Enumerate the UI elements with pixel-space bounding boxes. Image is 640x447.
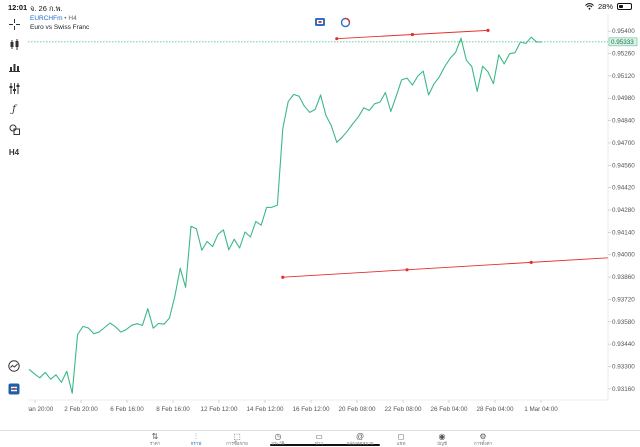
price-chart[interactable]: 0.95400 0.95260 0.95120 0.94980 0.94840 0.947… xyxy=(28,14,640,430)
tab-chart[interactable]: ⫶ กราฟ xyxy=(176,432,216,447)
bottom-tab-bar: ⇅ ราคา ⫶ กราฟ ⬚ การซื้อขาย ◷ ประวัติ ▭ ข่าว @ กล่อง… xyxy=(0,430,640,447)
y-tick-label: 0.93720 xyxy=(612,296,635,303)
tab-news[interactable]: ▭ ข่าว xyxy=(299,432,339,447)
x-tick-label: 22 Feb 08:00 xyxy=(384,406,422,413)
x-tick-label: 31 Jan 20:00 xyxy=(28,406,54,413)
home-indicator xyxy=(270,444,380,446)
crosshair-icon[interactable] xyxy=(6,16,22,32)
left-toolbar: ƒ H4 xyxy=(0,14,28,434)
y-tick-label: 0.93860 xyxy=(612,274,635,281)
symbol-name[interactable]: EURCHFm xyxy=(30,15,63,22)
trendline-anchor[interactable] xyxy=(410,32,414,37)
y-tick-label: 0.94840 xyxy=(612,118,635,125)
tab-label: บัญชี xyxy=(437,441,447,446)
status-time: 12:01 xyxy=(8,3,28,12)
tab-label: การตั้งค่า xyxy=(473,441,493,446)
tab-label: การซื้อขาย xyxy=(226,441,248,446)
status-bar: 12:01 จ. 26 ก.พ. 28% xyxy=(0,0,640,14)
x-tick-label: 12 Feb 12:00 xyxy=(200,406,238,413)
tab-label: กราฟ xyxy=(190,441,202,446)
trendline-anchor[interactable] xyxy=(335,37,339,41)
y-tick-label: 0.94280 xyxy=(612,207,635,214)
tab-label: ข่าว xyxy=(314,441,324,446)
y-tick-label: 0.93580 xyxy=(612,319,635,326)
status-indicators: 28% xyxy=(585,2,632,11)
objects-icon[interactable] xyxy=(6,121,22,137)
y-tick-label: 0.93160 xyxy=(612,386,635,393)
y-tick-label: 0.95400 xyxy=(612,28,635,35)
symbol-timeframe: H4 xyxy=(68,15,77,22)
settings-icon: ⚙ xyxy=(479,432,487,441)
y-tick-label: 0.94980 xyxy=(612,95,635,102)
x-tick-label: 26 Feb 04:00 xyxy=(430,406,468,413)
x-tick-label: 2 Feb 20:00 xyxy=(64,406,98,413)
y-tick-label: 0.94560 xyxy=(612,162,635,169)
x-tick-label: 20 Feb 08:00 xyxy=(338,406,376,413)
x-tick-label: 8 Feb 16:00 xyxy=(156,406,190,413)
trendline[interactable] xyxy=(282,257,609,278)
tab-trade[interactable]: ⬚ การซื้อขาย xyxy=(217,432,257,447)
y-tick-label: 0.93300 xyxy=(612,363,635,370)
one-click-trading-icon[interactable] xyxy=(315,18,325,26)
function-icon[interactable]: ƒ xyxy=(12,103,16,115)
tab-label: กล่องจดหมาย xyxy=(346,441,374,446)
timeframe-button[interactable]: H4 xyxy=(8,147,20,157)
tab-label: แชท xyxy=(396,441,406,446)
chat-icon: ◻ xyxy=(397,432,405,441)
y-tick-label: 0.93440 xyxy=(612,341,635,348)
tab-label: ประวัติ xyxy=(271,441,285,446)
chart-icon: ⫶ xyxy=(195,432,197,441)
tab-account[interactable]: ◉ บัญชี xyxy=(422,432,462,447)
symbol-separator: • xyxy=(62,15,69,22)
account-icon: ◉ xyxy=(438,432,446,441)
indicators-icon[interactable] xyxy=(6,58,22,74)
broker-logo-icon[interactable] xyxy=(6,381,22,397)
current-price-label: 0.95333 xyxy=(611,39,634,46)
x-tick-label: 1 Mar 04:00 xyxy=(524,406,558,413)
trendline-anchor[interactable] xyxy=(529,260,533,264)
x-tick-label: 16 Feb 12:00 xyxy=(292,406,330,413)
price-series-line xyxy=(28,36,542,394)
mailbox-icon: @ xyxy=(355,432,365,441)
y-tick-label: 0.94420 xyxy=(612,185,635,192)
quotes-icon: ⇅ xyxy=(151,432,159,441)
chart-settings-icon[interactable] xyxy=(6,80,22,96)
x-tick-label: 14 Feb 12:00 xyxy=(246,406,284,413)
x-tick-label: 28 Feb 04:00 xyxy=(476,406,514,413)
y-tick-label: 0.95260 xyxy=(612,51,635,58)
trendline-anchor[interactable] xyxy=(486,28,490,32)
news-icon: ▭ xyxy=(315,432,323,441)
signal-icon[interactable] xyxy=(6,358,22,374)
x-tick-label: 6 Feb 16:00 xyxy=(110,406,144,413)
battery-fill xyxy=(619,5,623,8)
market-watch-icon[interactable] xyxy=(340,17,351,28)
current-price-box xyxy=(608,37,638,47)
tab-quotes[interactable]: ⇅ ราคา xyxy=(135,432,175,447)
tab-history[interactable]: ◷ ประวัติ xyxy=(258,432,298,447)
tab-label: ราคา xyxy=(149,441,161,446)
trendline-anchor[interactable] xyxy=(281,275,285,279)
symbol-line: EURCHFm • H4 xyxy=(30,14,89,23)
status-date: จ. 26 ก.พ. xyxy=(30,4,63,13)
symbol-description: Euro vs Swiss Franc xyxy=(30,24,90,31)
battery-percent: 28% xyxy=(597,2,613,11)
wifi-icon xyxy=(585,3,594,10)
y-tick-label: 0.95120 xyxy=(612,73,635,80)
y-tick-label: 0.94700 xyxy=(612,140,635,147)
y-tick-label: 0.94000 xyxy=(612,252,635,259)
history-icon: ◷ xyxy=(274,432,282,441)
battery-icon xyxy=(617,3,632,10)
tab-mailbox[interactable]: @ กล่องจดหมาย xyxy=(340,432,380,447)
trade-icon: ⬚ xyxy=(233,432,241,441)
y-tick-label: 0.94140 xyxy=(612,229,635,236)
tab-chat[interactable]: ◻ แชท xyxy=(381,432,421,447)
chart-header: EURCHFm • H4 Euro vs Swiss Franc xyxy=(30,14,89,32)
tab-settings[interactable]: ⚙ การตั้งค่า xyxy=(463,432,503,447)
trendline-anchor[interactable] xyxy=(405,268,409,272)
candlestick-icon[interactable] xyxy=(6,36,22,52)
